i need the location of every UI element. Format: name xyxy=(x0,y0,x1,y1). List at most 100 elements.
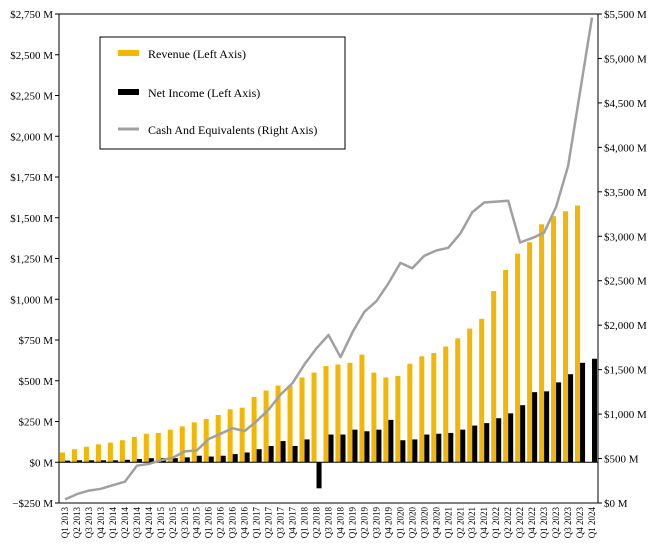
revenue-bar xyxy=(527,242,533,463)
left-axis-tick-label: −$250 M xyxy=(12,498,53,510)
x-axis-tick-label: Q2 2017 xyxy=(264,507,274,539)
left-axis-tick-label: $500 M xyxy=(18,376,53,388)
x-axis-tick-label: Q4 2014 xyxy=(144,507,154,539)
x-axis-tick-label: Q4 2015 xyxy=(192,507,202,539)
net-income-bar xyxy=(328,434,334,463)
revenue-bar xyxy=(431,353,437,463)
net-income-bar xyxy=(208,456,214,463)
net-income-bar xyxy=(568,374,574,463)
x-axis-tick-label: Q4 2016 xyxy=(240,507,250,539)
x-axis-tick-label: Q4 2013 xyxy=(96,507,106,539)
net-income-bar xyxy=(124,459,130,463)
revenue-bar xyxy=(59,452,65,463)
right-axis-tick-label: $1,500 M xyxy=(604,365,647,377)
right-axis-tick-label: $5,000 M xyxy=(604,53,647,65)
net-income-bar xyxy=(352,429,358,463)
net-income-bar xyxy=(220,455,226,463)
revenue-bar xyxy=(131,436,137,463)
revenue-bar xyxy=(575,205,581,463)
left-axis-tick-label: $2,500 M xyxy=(10,50,53,62)
x-axis-tick-label: Q2 2020 xyxy=(407,507,417,539)
net-income-bar xyxy=(520,405,526,463)
x-axis-tick-label: Q1 2022 xyxy=(491,507,501,538)
x-axis-tick-label: Q1 2024 xyxy=(587,507,597,539)
revenue-bar xyxy=(347,362,353,463)
revenue-bar xyxy=(395,375,401,463)
left-axis-tick-label: $1,250 M xyxy=(10,254,53,266)
net-income-bar xyxy=(460,429,466,463)
net-income-bar xyxy=(448,432,454,463)
net-income-bar xyxy=(268,445,274,463)
left-axis: −$250 M $0 M $250 M $500 M $750 M $1,000 M $1,… xyxy=(10,9,59,510)
x-axis-tick-label: Q3 2014 xyxy=(132,507,142,539)
x-axis-tick-label: Q3 2021 xyxy=(467,507,477,538)
right-axis-tick-label: $2,500 M xyxy=(604,276,647,288)
revenue-bar xyxy=(143,433,149,463)
right-axis-tick-label: $4,500 M xyxy=(604,98,647,110)
revenue-bar xyxy=(119,440,125,463)
cash-line-series xyxy=(64,17,594,501)
x-axis-tick-label: Q3 2020 xyxy=(419,507,429,539)
x-axis-tick-label: Q2 2022 xyxy=(503,507,513,538)
net-income-bar xyxy=(484,423,490,463)
x-axis-tick-label: Q1 2015 xyxy=(156,507,166,539)
net-income-bar xyxy=(316,462,322,489)
net-income-bar xyxy=(172,458,178,463)
right-axis-tick-label: $1,000 M xyxy=(604,409,647,421)
right-axis-tick-label: $3,000 M xyxy=(604,231,647,243)
x-axis-tick-label: Q4 2020 xyxy=(431,507,441,539)
x-axis-tick-label: Q3 2016 xyxy=(228,507,238,539)
revenue-bar xyxy=(467,328,473,463)
x-axis-tick-label: Q2 2018 xyxy=(312,507,322,539)
legend: Revenue (Left Axis) Net Income (Left Axi… xyxy=(99,36,346,150)
net-income-bar xyxy=(100,460,106,463)
right-axis-tick-label: $5,500 M xyxy=(604,9,647,21)
x-axis-tick-label: Q2 2023 xyxy=(551,507,561,539)
x-axis-tick-label: Q3 2019 xyxy=(371,507,381,539)
net-income-bar xyxy=(496,418,502,463)
net-income-bar xyxy=(472,425,478,463)
net-income-bar xyxy=(184,457,190,463)
net-income-bar xyxy=(280,441,286,463)
revenue-bar xyxy=(551,216,557,463)
revenue-bar xyxy=(383,377,389,463)
net-income-bar xyxy=(388,419,394,463)
x-axis-tick-label: Q1 2013 xyxy=(60,507,70,539)
right-axis-tick-label: $4,000 M xyxy=(604,142,647,154)
x-axis-tick-label: Q3 2013 xyxy=(84,507,94,539)
left-axis-tick-label: $2,250 M xyxy=(10,91,53,103)
revenue-bar xyxy=(515,253,521,463)
right-axis-tick-label: $0 M xyxy=(604,498,628,510)
net-income-bar xyxy=(292,445,298,463)
net-income-bar xyxy=(424,434,430,463)
revenue-bar xyxy=(371,372,377,463)
x-axis-tick-label: Q2 2015 xyxy=(168,507,178,539)
revenue-bar xyxy=(83,446,89,463)
net-income-bar xyxy=(232,454,238,463)
legend-label-net-income: Net Income (Left Axis) xyxy=(148,86,260,100)
x-axis-tick-label: Q2 2014 xyxy=(120,507,130,539)
net-income-bar xyxy=(256,449,262,463)
x-axis-tick-label: Q1 2020 xyxy=(395,507,405,539)
right-axis: $0 M $500 M $1,000 M $1,500 M $2,000 M $2,500… xyxy=(598,9,647,510)
x-axis-tick-label: Q3 2018 xyxy=(324,507,334,539)
right-axis-tick-label: $3,500 M xyxy=(604,187,647,199)
left-axis-tick-label: $1,750 M xyxy=(10,172,53,184)
x-axis: Q1 2013 Q2 2013 Q3 2013 Q4 2013 Q1 2014 Q2 20… xyxy=(60,507,597,539)
net-income-bar xyxy=(436,433,442,463)
x-axis-tick-label: Q1 2023 xyxy=(539,507,549,539)
revenue-bar xyxy=(443,346,449,463)
revenue-bar xyxy=(335,364,341,463)
net-income-bar xyxy=(148,458,154,463)
right-axis-tick-label: $2,000 M xyxy=(604,320,647,332)
left-axis-tick-label: $750 M xyxy=(18,335,53,347)
net-income-bar xyxy=(376,429,382,463)
revenue-bar xyxy=(359,354,365,463)
revenue-bar xyxy=(503,269,509,463)
x-axis-tick-label: Q1 2017 xyxy=(252,507,262,539)
revenue-bar xyxy=(563,211,569,463)
revenue-bar xyxy=(239,407,245,463)
x-axis-tick-label: Q2 2016 xyxy=(216,507,226,539)
